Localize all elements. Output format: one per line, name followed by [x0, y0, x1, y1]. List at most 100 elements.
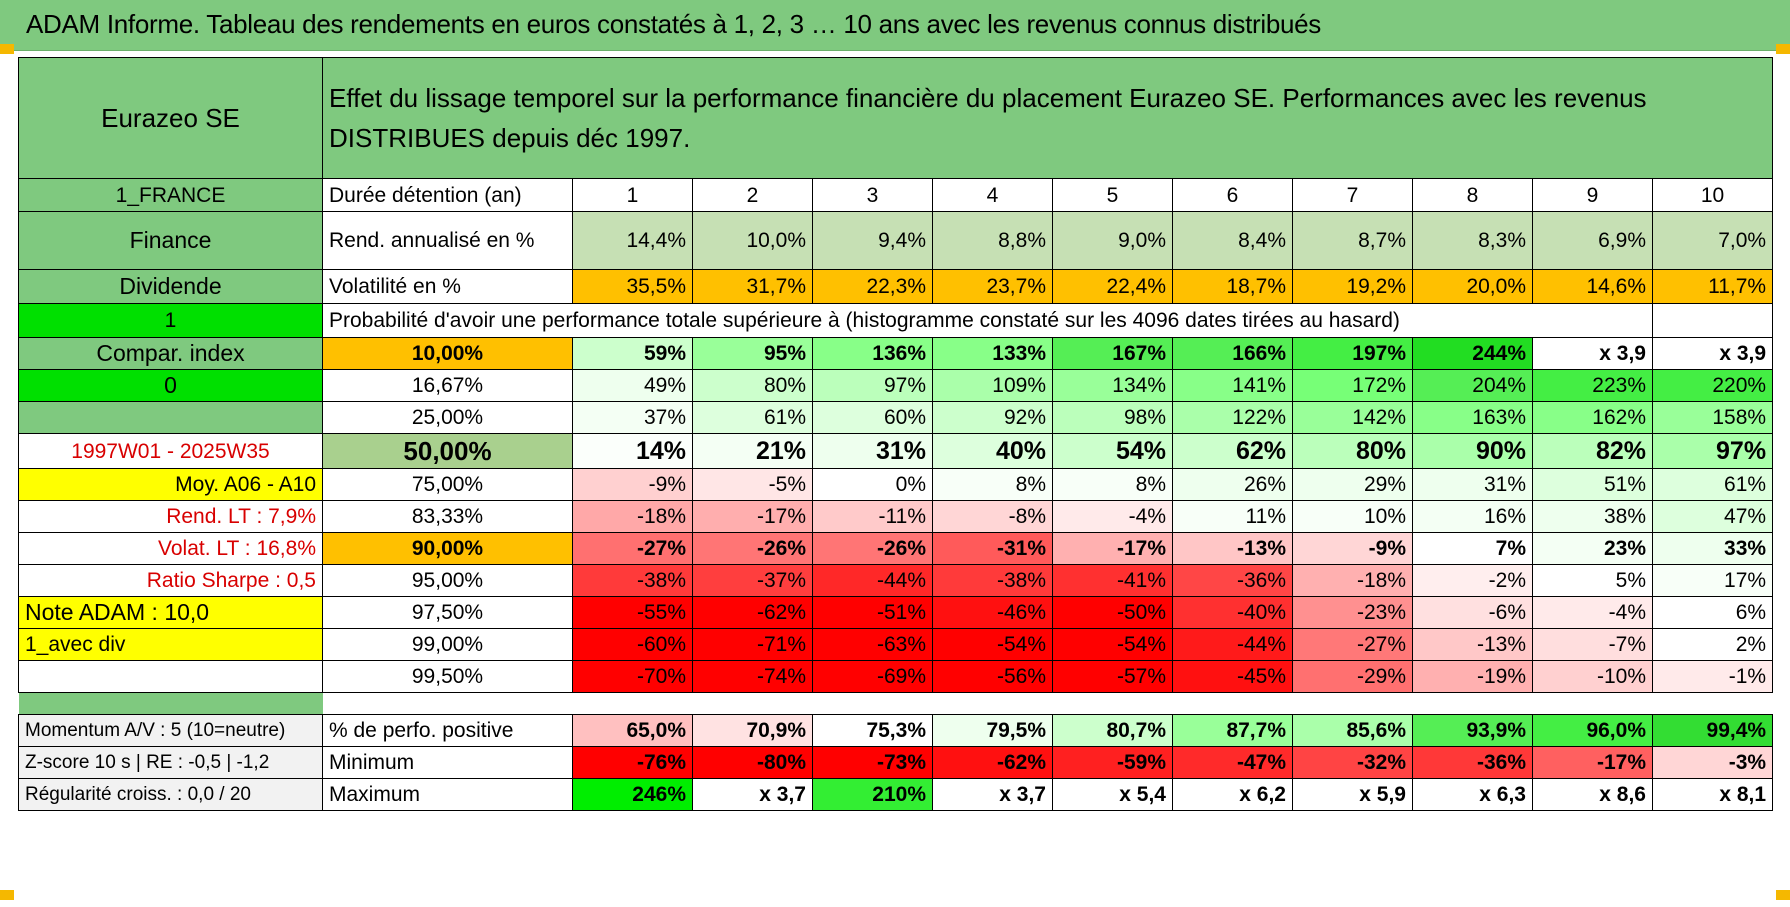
prob-cell: -38%	[932, 564, 1053, 597]
prob-cell: 163%	[1412, 401, 1533, 434]
prob-cell: -19%	[1412, 660, 1533, 693]
positive-cell: 65,0%	[572, 714, 693, 747]
prob-cell: x 3,9	[1532, 337, 1653, 370]
prob-cell: 142%	[1292, 401, 1413, 434]
prob-cell: 122%	[1172, 401, 1293, 434]
prob-cell: 17%	[1651, 564, 1774, 597]
year-header: 9	[1532, 178, 1653, 212]
positive-cell: 80,7%	[1052, 714, 1173, 747]
minimum-cell: -73%	[812, 746, 933, 779]
spacer-cell	[18, 692, 323, 715]
frame-corner-marker	[1776, 890, 1790, 900]
prob-row: Compar. index 10,00% 59% 95% 136% 133% 167% 166…	[18, 337, 1774, 370]
volat-lt-label: Volat. LT : 16,8%	[18, 532, 323, 565]
prob-cell: 38%	[1532, 500, 1653, 533]
prob-cell: 98%	[1052, 401, 1173, 434]
prob-cell: -36%	[1172, 564, 1293, 597]
prob-cell: -13%	[1412, 628, 1533, 661]
positive-cell: 70,9%	[692, 714, 813, 747]
sector-label: Finance	[18, 211, 323, 270]
prob-cell: -54%	[1052, 628, 1173, 661]
threshold-cell: 97,50%	[322, 596, 573, 629]
prob-cell: 16%	[1412, 500, 1533, 533]
threshold-cell: 75,00%	[322, 468, 573, 501]
rend-cell: 14,4%	[572, 211, 693, 270]
minimum-cell: -80%	[692, 746, 813, 779]
maximum-cell: x 6,2	[1172, 778, 1293, 811]
maximum-cell: x 3,7	[932, 778, 1053, 811]
prob-cell: 61%	[1651, 468, 1774, 501]
prob-cell: -9%	[572, 468, 693, 501]
title-bar: ADAM Informe. Tableau des rendements en …	[0, 0, 1790, 51]
prob-cell: -4%	[1052, 500, 1173, 533]
prob-cell: 136%	[812, 337, 933, 370]
prob-cell: 5%	[1532, 564, 1653, 597]
prob-cell: -50%	[1052, 596, 1173, 629]
prob-cell: 97%	[1651, 433, 1774, 469]
country-label: 1_FRANCE	[18, 178, 323, 212]
prob-cell: -27%	[1292, 628, 1413, 661]
volat-cell: 31,7%	[692, 269, 813, 304]
prob-cell: -74%	[692, 660, 813, 693]
prob-row: 1_avec div 99,00% -60% -71% -63% -54% -54% -44%…	[18, 628, 1774, 661]
type-label: Dividende	[18, 269, 323, 304]
empty-side	[18, 401, 323, 434]
prob-cell: -2%	[1412, 564, 1533, 597]
prob-cell: -5%	[692, 468, 813, 501]
rend-cell: 8,4%	[1172, 211, 1293, 270]
prob-cell: 80%	[1292, 433, 1413, 469]
proba-label: Probabilité d'avoir une performance tota…	[322, 303, 1533, 338]
maximum-cell: x 8,6	[1532, 778, 1653, 811]
compar-label: Compar. index	[18, 337, 323, 370]
prob-cell: 223%	[1532, 369, 1653, 402]
prob-cell: -45%	[1172, 660, 1293, 693]
minimum-cell: -76%	[572, 746, 693, 779]
prob-cell: -40%	[1172, 596, 1293, 629]
empty-cell	[1532, 303, 1653, 338]
prob-cell: 8%	[1052, 468, 1173, 501]
prob-cell: 40%	[932, 433, 1053, 469]
prob-cell: 2%	[1651, 628, 1774, 661]
positive-cell: 75,3%	[812, 714, 933, 747]
rend-cell: 8,3%	[1412, 211, 1533, 270]
prob-cell: -10%	[1532, 660, 1653, 693]
prob-cell: 204%	[1412, 369, 1533, 402]
prob-cell: -26%	[812, 532, 933, 565]
positive-cell: 85,6%	[1292, 714, 1413, 747]
minimum-label: Minimum	[322, 746, 573, 779]
performance-table: Eurazeo SE Effet du lissage temporel sur…	[18, 57, 1774, 811]
prob-cell: 80%	[692, 369, 813, 402]
prob-cell: 8%	[932, 468, 1053, 501]
frame-corner-marker	[0, 44, 14, 54]
rend-cell: 7,0%	[1651, 211, 1774, 270]
minimum-cell: -47%	[1172, 746, 1293, 779]
prob-cell: -17%	[1052, 532, 1173, 565]
volat-cell: 19,2%	[1292, 269, 1413, 304]
threshold-cell: 25,00%	[322, 401, 573, 434]
prob-row: 0 16,67% 49% 80% 97% 109% 134% 141% 172% 204% 223%…	[18, 369, 1774, 402]
volat-cell: 23,7%	[932, 269, 1053, 304]
prob-cell: 158%	[1651, 401, 1774, 434]
prob-cell: -23%	[1292, 596, 1413, 629]
rend-cell: 6,9%	[1532, 211, 1653, 270]
positive-label: % de perfo. positive	[322, 714, 573, 747]
prob-cell: -57%	[1052, 660, 1173, 693]
volat-row: Dividende Volatilité en % 35,5% 31,7% 22,3…	[18, 269, 1774, 304]
prob-cell: -55%	[572, 596, 693, 629]
prob-cell: -7%	[1532, 628, 1653, 661]
prob-cell: -38%	[572, 564, 693, 597]
prob-cell: 29%	[1292, 468, 1413, 501]
prob-cell: -31%	[932, 532, 1053, 565]
positive-side-label: Momentum A/V : 5 (10=neutre)	[18, 714, 323, 747]
prob-cell: -11%	[812, 500, 933, 533]
volat-cell: 22,3%	[812, 269, 933, 304]
prob-cell: 49%	[572, 369, 693, 402]
prob-row: 99,50% -70% -74% -69% -56% -57% -45% -29% -19% -1…	[18, 660, 1774, 693]
prob-cell: 31%	[812, 433, 933, 469]
year-header: 5	[1052, 178, 1173, 212]
prob-cell: 141%	[1172, 369, 1293, 402]
positive-cell: 87,7%	[1172, 714, 1293, 747]
positive-cell: 99,4%	[1651, 714, 1774, 747]
prob-cell: -17%	[692, 500, 813, 533]
